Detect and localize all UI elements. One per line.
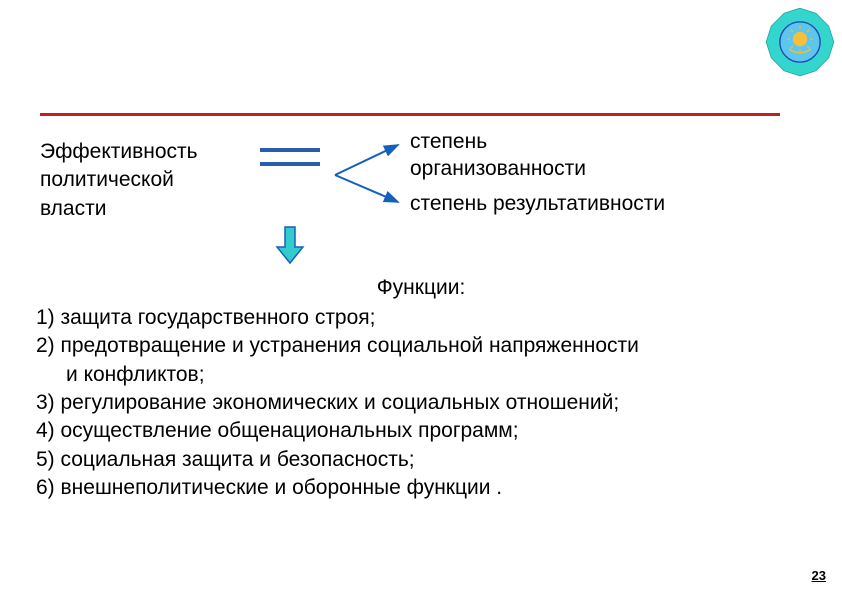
equals-icon bbox=[260, 148, 320, 178]
list-item: 2) предотвращение и устранения социально… bbox=[36, 332, 806, 360]
branch-bottom-label: степень результативности bbox=[410, 192, 665, 216]
list-item: 3) регулирование экономических и социаль… bbox=[36, 389, 806, 417]
page-number: 23 bbox=[812, 568, 826, 583]
branch-top-label: степень организованности bbox=[410, 128, 586, 183]
list-item: 1) защита государственного строя; bbox=[36, 304, 806, 332]
list-item: 6) внешнеполитические и оборонные функци… bbox=[36, 474, 806, 502]
horizontal-divider bbox=[40, 113, 780, 116]
branch-arrows-icon bbox=[330, 130, 410, 220]
functions-heading: Функции: bbox=[0, 276, 842, 300]
left-concept-label: Эффективность политической власти bbox=[40, 138, 240, 223]
emblem-icon bbox=[764, 6, 836, 78]
list-item: 5) социальная защита и безопасность; bbox=[36, 446, 806, 474]
list-item: 4) осуществление общенациональных програ… bbox=[36, 417, 806, 445]
functions-list: 1) защита государственного строя; 2) пре… bbox=[36, 304, 806, 502]
down-arrow-icon bbox=[275, 225, 305, 265]
list-item: и конфликтов; bbox=[36, 361, 806, 389]
